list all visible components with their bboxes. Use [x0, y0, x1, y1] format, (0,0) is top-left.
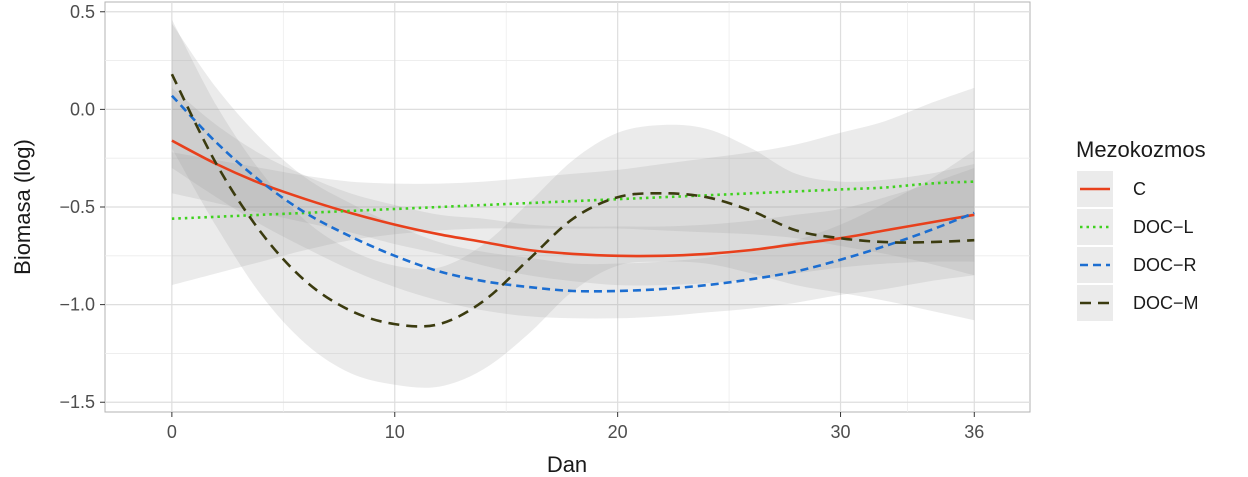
- series-line-0: [171, 139, 975, 258]
- confidence-band-1: [171, 87, 975, 286]
- x-axis-title: Dan: [547, 452, 587, 477]
- y-tick-label: 0.0: [70, 99, 95, 119]
- series-line-3: [170, 73, 975, 328]
- y-tick-label: −0.5: [59, 197, 95, 217]
- axes: 0 10 20 30 36 −1.5 −1.0 −0.5 0.0 0.5: [59, 2, 984, 442]
- legend-label: C: [1133, 179, 1146, 199]
- x-tick-label: 36: [964, 422, 984, 442]
- series-line-2: [170, 94, 975, 293]
- x-tick-label: 20: [608, 422, 628, 442]
- legend-label: DOC−L: [1133, 217, 1194, 237]
- confidence-band-0: [171, 87, 975, 286]
- grid: [105, 2, 1030, 412]
- y-tick-label: −1.0: [59, 295, 95, 315]
- y-axis-title: Biomasa (log): [10, 139, 35, 275]
- legend-label: DOC−M: [1133, 293, 1199, 313]
- confidence-band-3: [171, 19, 975, 388]
- x-tick-label: 30: [831, 422, 851, 442]
- y-tick-label: 0.5: [70, 2, 95, 22]
- x-tick-label: 10: [385, 422, 405, 442]
- legend: Mezokozmos C DOC−L DOC−R DOC−M: [1076, 137, 1206, 321]
- confidence-band-2: [171, 23, 975, 319]
- legend-label: DOC−R: [1133, 255, 1197, 275]
- legend-title: Mezokozmos: [1076, 137, 1206, 162]
- x-tick-label: 0: [167, 422, 177, 442]
- y-tick-label: −1.5: [59, 392, 95, 412]
- confidence-bands: [171, 19, 975, 388]
- series-lines: [170, 73, 975, 328]
